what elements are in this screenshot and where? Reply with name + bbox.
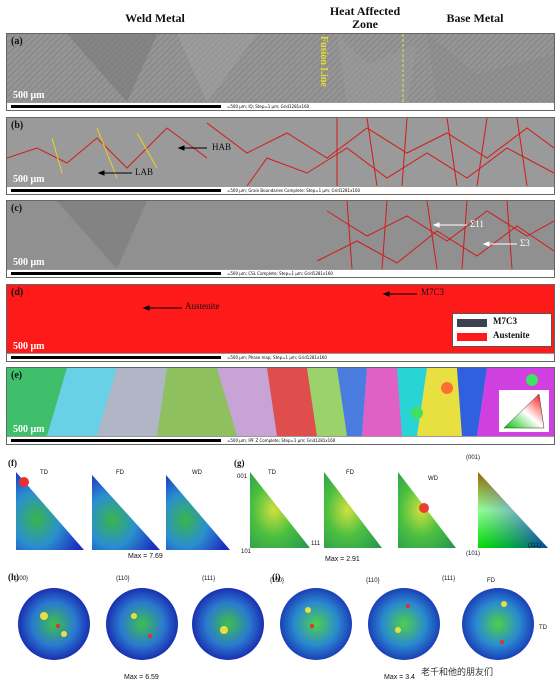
panel-b-grain-boundaries: (b) HAB LAB 500 μm =500 μm; Grain Bounda…	[6, 117, 555, 195]
panel-c-label: (c)	[11, 203, 23, 214]
panel-d-info: =500 μm; Phase map; Step=1 μm; Grid1281x…	[227, 355, 327, 360]
ipf-key-111: (111)	[528, 543, 542, 549]
panel-a-scale-text: 500 μm	[13, 90, 45, 101]
panel-e-info-strip: =500 μm; IPF Z Complete; Step=1 μm; Grid…	[7, 436, 554, 444]
panel-c-scale-bar	[11, 272, 221, 275]
ipf-g-triangles	[250, 472, 456, 548]
panel-d-phase-map: (d) Austenite M7C3 M7C3 Austenite 500 μm…	[6, 284, 555, 362]
panel-d-scale-text: 500 μm	[13, 341, 45, 352]
panel-a-info-strip: =500 μm; IQ; Step=1 μm; Grid1281x160	[7, 102, 554, 110]
watermark: 老千和他的朋友们	[418, 664, 497, 679]
ipf-g-corner-101: 101	[241, 549, 252, 555]
panel-d-label: (d)	[11, 287, 24, 298]
m7c3-arrow-label: M7C3	[421, 287, 445, 297]
legend-label-m7c3: M7C3	[493, 316, 517, 326]
haz-header-line1: Heat Affected	[329, 4, 401, 18]
pf-h-title-111: {111}	[202, 576, 216, 582]
pf-h-max: Max = 6.59	[124, 674, 159, 681]
hab-annotation: HAB	[212, 142, 232, 152]
panel-e-scale-text: 500 μm	[13, 424, 45, 435]
pf-i-td-label: TD	[539, 625, 547, 631]
pf-h-figures	[18, 588, 264, 660]
legend-swatch-m7c3	[457, 319, 487, 327]
ipf-g-title-wd: WD	[428, 476, 438, 482]
ipf-f-title-wd: WD	[192, 470, 202, 476]
panel-b-label: (b)	[11, 120, 24, 131]
ipf-g-title-fd: FD	[346, 470, 354, 476]
pf-i-title-100: {100}	[270, 578, 285, 584]
panel-e-ipf-map: (e) 500 μm =500 μm; IPF Z Complete; Step…	[6, 367, 555, 445]
panel-c-csl-map: (c) Σ11 Σ3 500 μm =500 μm; CSL Complete;…	[6, 200, 555, 278]
pf-i-max: Max = 3.4	[384, 674, 415, 681]
panel-d-info-strip: =500 μm; Phase map; Step=1 μm; Grid1281x…	[7, 353, 554, 361]
pf-h-title-100: {100}	[14, 576, 29, 582]
panel-a-label: (a)	[11, 36, 23, 47]
panel-e-label: (e)	[11, 370, 23, 381]
ipf-key-001: (001)	[466, 455, 481, 461]
pf-i-title-110: {110}	[366, 578, 380, 584]
panel-d-scale-bar	[11, 356, 221, 359]
panel-b-scale-bar	[11, 189, 221, 192]
panel-b-info: =500 μm; Grain Boundaries Complete; Step…	[227, 188, 361, 193]
base-metal-header: Base Metal	[446, 11, 504, 25]
ipf-f-label: (f)	[8, 458, 17, 468]
ipf-f-title-td: TD	[40, 470, 48, 476]
ipf-g-max: Max = 2.91	[325, 556, 360, 563]
fusion-line-label: Fusion Line	[318, 36, 329, 87]
ipf-g-label: (g)	[234, 458, 245, 468]
pf-i-figures	[280, 588, 534, 660]
panel-e-info: =500 μm; IPF Z Complete; Step=1 μm; Grid…	[227, 438, 336, 443]
ipf-color-key	[478, 472, 548, 548]
panel-e-scale-bar	[11, 439, 221, 442]
ipf-f-triangles	[16, 472, 230, 550]
panel-a-iq-map: (a) Fusion Line 500 μm =500 μm; IQ; Step…	[6, 33, 555, 111]
lab-annotation: LAB	[135, 167, 153, 177]
haz-header-line2: Zone	[351, 17, 378, 31]
pf-h-label: (h)	[8, 572, 19, 582]
ipf-key-101: (101)	[466, 551, 481, 557]
panel-b-info-strip: =500 μm; Grain Boundaries Complete; Step…	[7, 186, 554, 194]
ipf-key-inset	[499, 390, 549, 432]
panel-a-scale-bar	[11, 105, 221, 108]
weld-metal-header: Weld Metal	[125, 11, 185, 25]
panel-c-info: =500 μm; CSL Complete; Step=1 μm; Grid12…	[227, 271, 333, 276]
panel-b-scale-text: 500 μm	[13, 174, 45, 185]
ipf-g-title-td: TD	[268, 470, 276, 476]
ipf-f-max: Max = 7.69	[128, 553, 163, 560]
sigma3-annotation: Σ3	[520, 238, 530, 248]
phase-legend: M7C3 Austenite	[452, 313, 552, 347]
panel-c-scale-text: 500 μm	[13, 257, 45, 268]
panel-a-info: =500 μm; IQ; Step=1 μm; Grid1281x160	[227, 104, 310, 109]
austenite-arrow-label: Austenite	[185, 301, 220, 311]
panel-c-info-strip: =500 μm; CSL Complete; Step=1 μm; Grid12…	[7, 269, 554, 277]
legend-swatch-austenite	[457, 333, 487, 341]
pf-i-label: (i)	[272, 572, 281, 582]
ipf-g-corner-001: 001	[237, 474, 248, 480]
sigma11-annotation: Σ11	[470, 219, 484, 229]
ipf-g-corner-111: 111	[311, 541, 321, 547]
pf-i-fd-label: FD	[487, 578, 495, 584]
pf-i-title-111: {111}	[442, 576, 456, 582]
legend-label-austenite: Austenite	[493, 330, 530, 340]
pf-h-title-110: {110}	[116, 576, 130, 582]
ipf-f-title-fd: FD	[116, 470, 124, 476]
